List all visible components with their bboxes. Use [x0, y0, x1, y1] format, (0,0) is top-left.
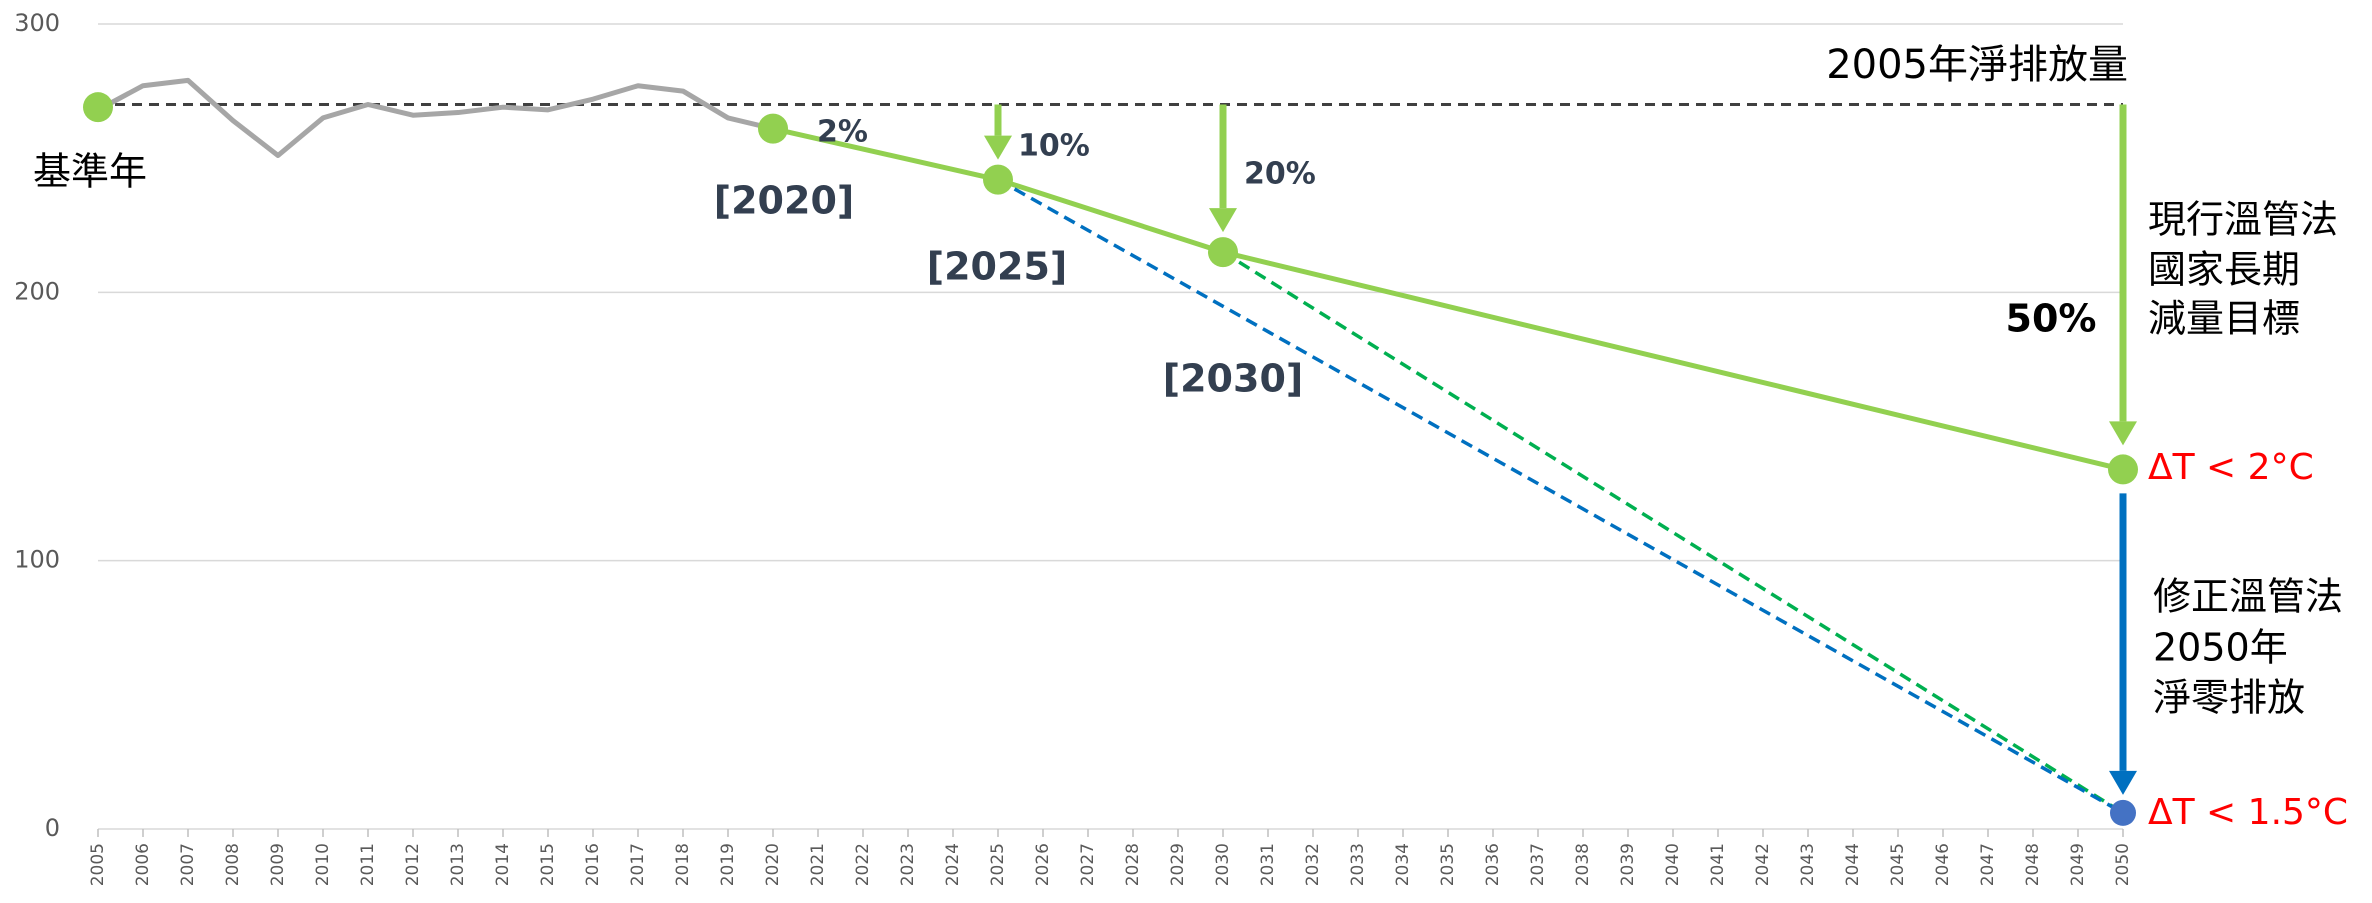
y-tick-label: 300: [14, 9, 60, 37]
x-tick-label: 2039: [1618, 843, 1638, 886]
point-marker: [2108, 454, 2138, 485]
x-tick-label: 2032: [1303, 843, 1323, 886]
x-tick-label: 2006: [133, 843, 153, 886]
point-marker: [758, 113, 788, 144]
annotation: 20%: [1244, 157, 1316, 192]
point-marker: [1208, 237, 1238, 268]
annotation: ΔT < 2°C: [2148, 447, 2314, 488]
x-tick-label: 2030: [1213, 843, 1233, 886]
series-line: [96, 77, 774, 158]
x-tick-label: 2037: [1528, 843, 1548, 886]
x-tick-label: 2012: [403, 843, 423, 886]
series-line: [997, 178, 2124, 815]
annotation: [2025]: [927, 245, 1068, 289]
x-tick-label: 2026: [1033, 843, 1053, 886]
y-tick-label: 100: [14, 546, 60, 574]
x-tick-label: 2015: [538, 843, 558, 886]
annotation: 國家長期: [2148, 248, 2300, 292]
arrow-head: [1209, 208, 1237, 233]
x-tick-label: 2020: [763, 843, 783, 886]
annotation: [2030]: [1163, 357, 1304, 401]
x-tick-label: 2042: [1753, 843, 1773, 886]
reference-label: 2005年淨排放量: [1826, 42, 2128, 88]
x-tick-label: 2049: [2068, 843, 2088, 886]
x-tick-label: 2038: [1573, 843, 1593, 886]
x-tick-label: 2033: [1348, 843, 1368, 886]
x-tick-label: 2041: [1708, 843, 1728, 886]
x-tick-label: 2024: [943, 843, 963, 886]
x-tick-label: 2025: [988, 843, 1008, 886]
point-marker: [83, 92, 113, 123]
x-tick-label: 2013: [448, 843, 468, 886]
annotation: 現行溫管法: [2148, 198, 2338, 242]
point-marker: [2110, 799, 2136, 826]
x-tick-label: 2048: [2023, 843, 2043, 886]
annotation: 2050年: [2153, 626, 2288, 670]
x-tick-label: 2023: [898, 843, 918, 886]
arrow-head: [2109, 770, 2137, 795]
x-tick-label: 2005: [88, 843, 108, 886]
x-tick-label: 2031: [1258, 843, 1278, 886]
x-tick-label: 2040: [1663, 843, 1683, 886]
x-tick-label: 2045: [1888, 843, 1908, 886]
x-tick-label: 2047: [1978, 843, 1998, 886]
x-tick-label: 2022: [853, 843, 873, 886]
series-line: [772, 126, 2124, 472]
annotation: 減量目標: [2148, 297, 2300, 341]
x-tick-label: 2018: [673, 843, 693, 886]
x-tick-label: 2016: [583, 843, 603, 886]
x-tick-label: 2021: [808, 843, 828, 886]
annotation: [2020]: [714, 179, 855, 223]
annotation: 2%: [817, 115, 868, 150]
arrow-head: [984, 135, 1012, 160]
x-tick-label: 2046: [1933, 843, 1953, 886]
annotation: 修正溫管法: [2153, 575, 2343, 619]
y-tick-label: 200: [14, 277, 60, 305]
x-tick-label: 2010: [313, 843, 333, 886]
y-tick-label: 0: [45, 814, 60, 842]
x-tick-label: 2043: [1798, 843, 1818, 886]
point-marker: [983, 164, 1013, 195]
x-tick-label: 2035: [1438, 843, 1458, 886]
x-tick-label: 2019: [718, 843, 738, 886]
x-tick-label: 2007: [178, 843, 198, 886]
arrow-head: [2109, 421, 2137, 446]
x-tick-label: 2029: [1168, 843, 1188, 886]
annotation: 淨零排放: [2153, 676, 2305, 720]
x-tick-label: 2008: [223, 843, 243, 886]
annotation: 10%: [1018, 129, 1090, 164]
x-tick-label: 2009: [268, 843, 288, 886]
x-tick-label: 2044: [1843, 843, 1863, 886]
annotation: 基準年: [33, 150, 147, 194]
x-tick-label: 2036: [1483, 843, 1503, 886]
x-tick-label: 2028: [1123, 843, 1143, 886]
annotation: 50%: [2006, 297, 2097, 341]
x-tick-label: 2011: [358, 843, 378, 886]
annotation: ΔT < 1.5°C: [2148, 792, 2348, 833]
x-tick-label: 2014: [493, 843, 513, 886]
x-tick-label: 2034: [1393, 843, 1413, 886]
x-tick-label: 2050: [2113, 843, 2133, 886]
x-tick-label: 2027: [1078, 843, 1098, 886]
series-line: [1222, 250, 2124, 815]
x-tick-label: 2017: [628, 843, 648, 886]
